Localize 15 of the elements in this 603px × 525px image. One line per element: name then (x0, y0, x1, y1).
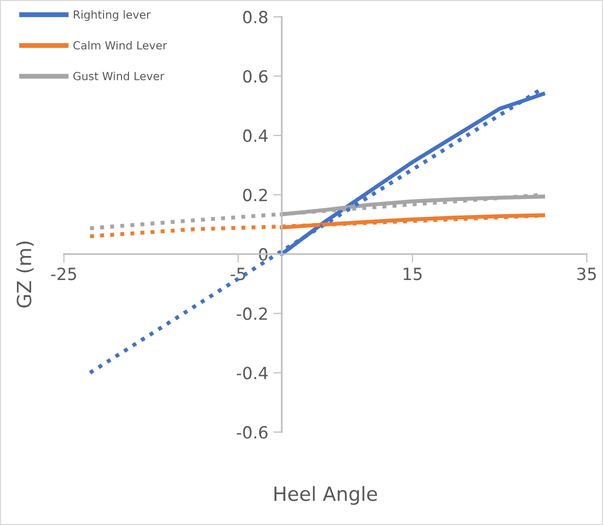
y-tick-label: -0.4 (236, 366, 268, 380)
legend-label: Gust Wind Lever (73, 72, 164, 80)
legend-label: Righting lever (74, 10, 151, 21)
y-tick-label: 0.8 (243, 10, 268, 24)
y-axis-title: GZ (m) (16, 242, 34, 308)
y-tick-label: -0.6 (236, 426, 268, 439)
x-axis-title: Heel Angle (274, 486, 378, 505)
y-tick-label: 0.2 (243, 188, 267, 202)
y-tick-label: -0.2 (236, 307, 267, 320)
x-tick-label: 35 (577, 268, 596, 280)
x-tick-label: 15 (404, 268, 422, 280)
y-tick-label: 0.4 (243, 129, 268, 142)
y-tick-label: 0.6 (243, 70, 268, 83)
x-tick-label: -25 (51, 268, 76, 280)
legend-label: Calm Wind Lever (73, 40, 168, 50)
